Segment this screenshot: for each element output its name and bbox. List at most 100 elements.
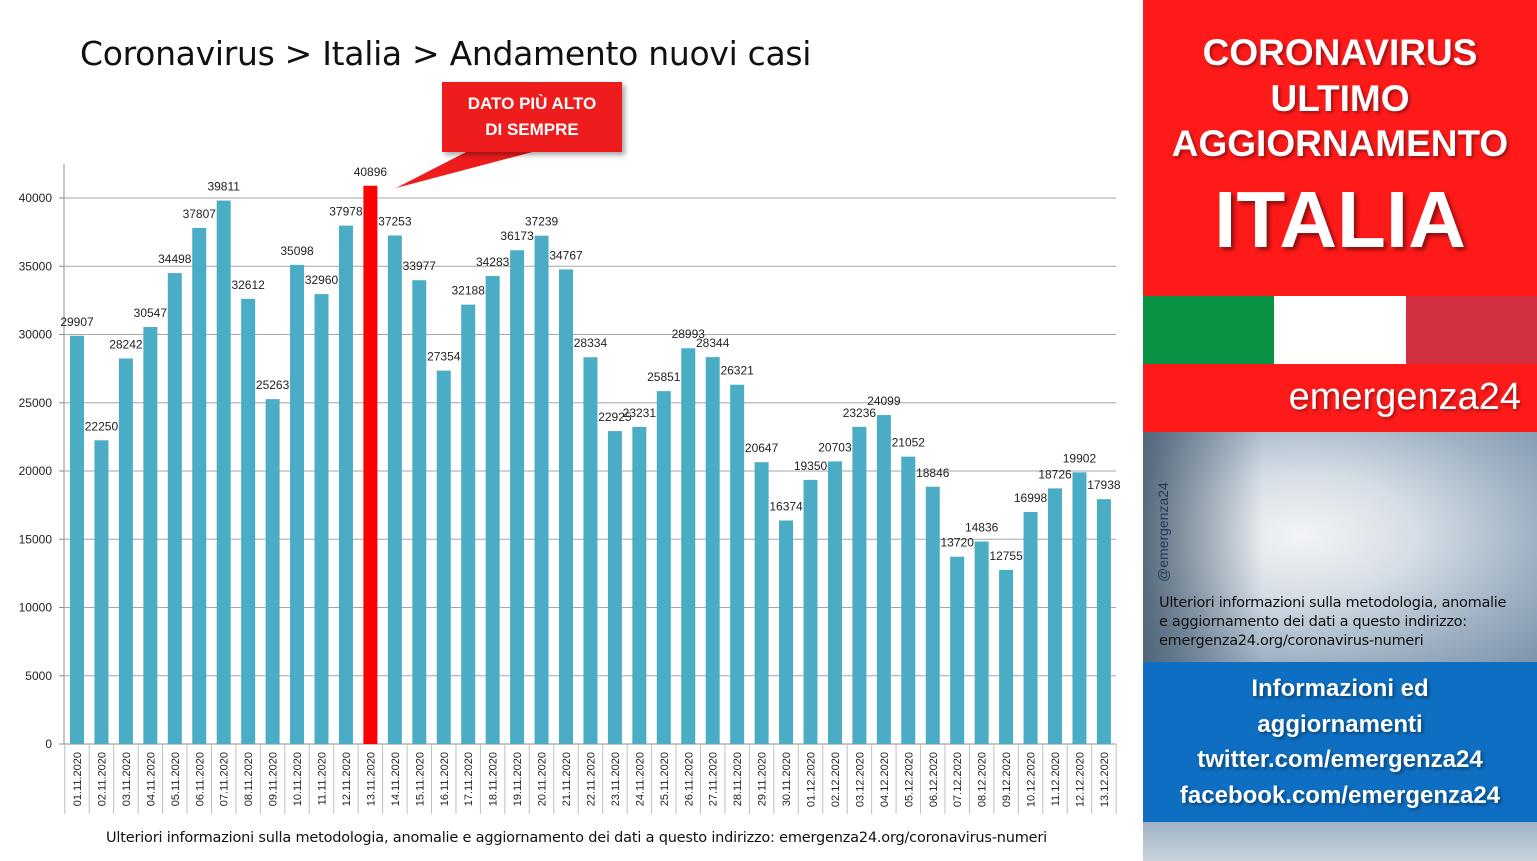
x-tick-label: 19.11.2020 [512, 752, 524, 806]
header-line1: CORONAVIRUS [1202, 32, 1478, 73]
twitter-link[interactable]: twitter.com/emergenza24 [1197, 746, 1483, 773]
data-label: 20703 [818, 440, 852, 454]
data-label: 28242 [109, 337, 143, 351]
data-label: 27354 [427, 350, 461, 364]
data-label: 30547 [134, 306, 168, 320]
bar [436, 370, 451, 744]
x-tick-label: 05.11.2020 [170, 752, 182, 806]
bar [901, 456, 916, 744]
bar [1023, 511, 1038, 744]
social-handle: @emergenza24 [1155, 482, 1171, 582]
data-label: 14836 [965, 520, 999, 534]
data-label: 35098 [280, 244, 314, 258]
data-label: 25851 [647, 370, 681, 384]
x-tick-label: 07.11.2020 [219, 752, 231, 806]
x-tick-label: 27.11.2020 [708, 752, 720, 806]
x-tick-label: 09.12.2020 [1001, 752, 1013, 807]
bar [925, 486, 940, 744]
bar [485, 276, 500, 744]
data-label: 34767 [549, 248, 583, 262]
data-label: 23231 [623, 406, 657, 420]
data-label: 32612 [231, 278, 265, 292]
record-callout: DATO PIÙ ALTO DI SEMPRE [442, 82, 622, 152]
data-label: 19902 [1063, 451, 1097, 465]
y-tick-label: 25000 [19, 396, 53, 410]
data-label: 37978 [329, 205, 363, 219]
data-label: 13720 [941, 536, 975, 550]
x-tick-label: 28.11.2020 [732, 752, 744, 806]
flag-white [1274, 296, 1406, 364]
bar [412, 280, 427, 744]
info-line3: emergenza24.org/coronavirus-numeri [1159, 633, 1424, 649]
bar [241, 298, 256, 744]
y-tick-label: 0 [45, 737, 52, 751]
bar [705, 357, 720, 744]
x-tick-label: 10.12.2020 [1026, 752, 1038, 807]
data-label: 40896 [354, 165, 388, 179]
x-tick-label: 16.11.2020 [439, 752, 451, 806]
chart-area: Coronavirus > Italia > Andamento nuovi c… [18, 34, 1121, 846]
bar [1096, 499, 1111, 744]
x-tick-label: 15.11.2020 [414, 752, 426, 806]
callout-line2: DI SEMPRE [485, 120, 579, 139]
x-tick-label: 12.11.2020 [341, 752, 353, 806]
x-tick-label: 13.11.2020 [365, 752, 377, 806]
x-tick-label: 29.11.2020 [757, 752, 769, 806]
bar [681, 348, 696, 744]
info-line2: e aggiornamento dei dati a questo indiri… [1159, 614, 1467, 630]
brand-logo: emergenza24 [1288, 376, 1521, 418]
bar [583, 357, 598, 744]
brand-bar: emergenza24 [1143, 364, 1537, 432]
y-tick-label: 35000 [19, 259, 53, 273]
facebook-link[interactable]: facebook.com/emergenza24 [1179, 782, 1501, 809]
x-tick-label: 03.12.2020 [854, 752, 866, 807]
x-tick-label: 10.11.2020 [292, 752, 304, 806]
x-tick-label: 03.11.2020 [121, 752, 133, 806]
bar-highlight [363, 185, 378, 744]
photo-shade [1143, 432, 1263, 662]
flag-green [1143, 296, 1275, 364]
page-title: Coronavirus > Italia > Andamento nuovi c… [80, 34, 812, 73]
data-label: 37807 [183, 207, 217, 221]
data-label: 19350 [794, 459, 828, 473]
side-bottom-strip [1143, 822, 1537, 861]
x-tick-label: 26.11.2020 [683, 752, 695, 806]
x-tick-label: 01.11.2020 [72, 752, 84, 806]
data-label: 17938 [1087, 478, 1121, 492]
bar [534, 235, 549, 744]
bar [999, 569, 1014, 744]
bar [607, 431, 622, 744]
x-tick-label: 25.11.2020 [659, 752, 671, 806]
y-tick-label: 20000 [19, 464, 53, 478]
bar [632, 426, 647, 744]
bar [1048, 488, 1062, 744]
social-links-box: Informazioni ed aggiornamenti twitter.co… [1143, 662, 1537, 822]
footnote: Ulteriori informazioni sulla metodologia… [106, 830, 1047, 846]
data-label: 37253 [378, 214, 412, 228]
italian-flag-icon [1143, 296, 1537, 364]
x-tick-label: 21.11.2020 [561, 752, 573, 806]
data-label: 21052 [892, 436, 926, 450]
x-tick-label: 08.12.2020 [977, 752, 989, 807]
bar [950, 556, 965, 744]
data-label: 25263 [256, 378, 290, 392]
bar [827, 461, 842, 744]
data-label: 22925 [598, 410, 632, 424]
x-tick-label: 02.11.2020 [96, 752, 108, 806]
data-label: 34498 [158, 252, 192, 266]
data-label: 18726 [1038, 467, 1072, 481]
bar [118, 358, 133, 744]
box-line2: aggiornamenti [1257, 711, 1423, 738]
bar [192, 227, 207, 744]
data-label: 18846 [916, 466, 950, 480]
x-tick-label: 22.11.2020 [585, 752, 597, 806]
data-label: 24099 [867, 394, 901, 408]
x-tick-label: 20.11.2020 [537, 752, 549, 806]
callout-tail [396, 150, 540, 188]
data-label: 20647 [745, 441, 779, 455]
bar [216, 200, 231, 745]
x-tick-label: 09.11.2020 [268, 752, 280, 806]
x-tick-label: 24.11.2020 [634, 752, 646, 806]
header-line3: AGGIORNAMENTO [1171, 123, 1509, 164]
data-label: 16374 [769, 499, 803, 513]
